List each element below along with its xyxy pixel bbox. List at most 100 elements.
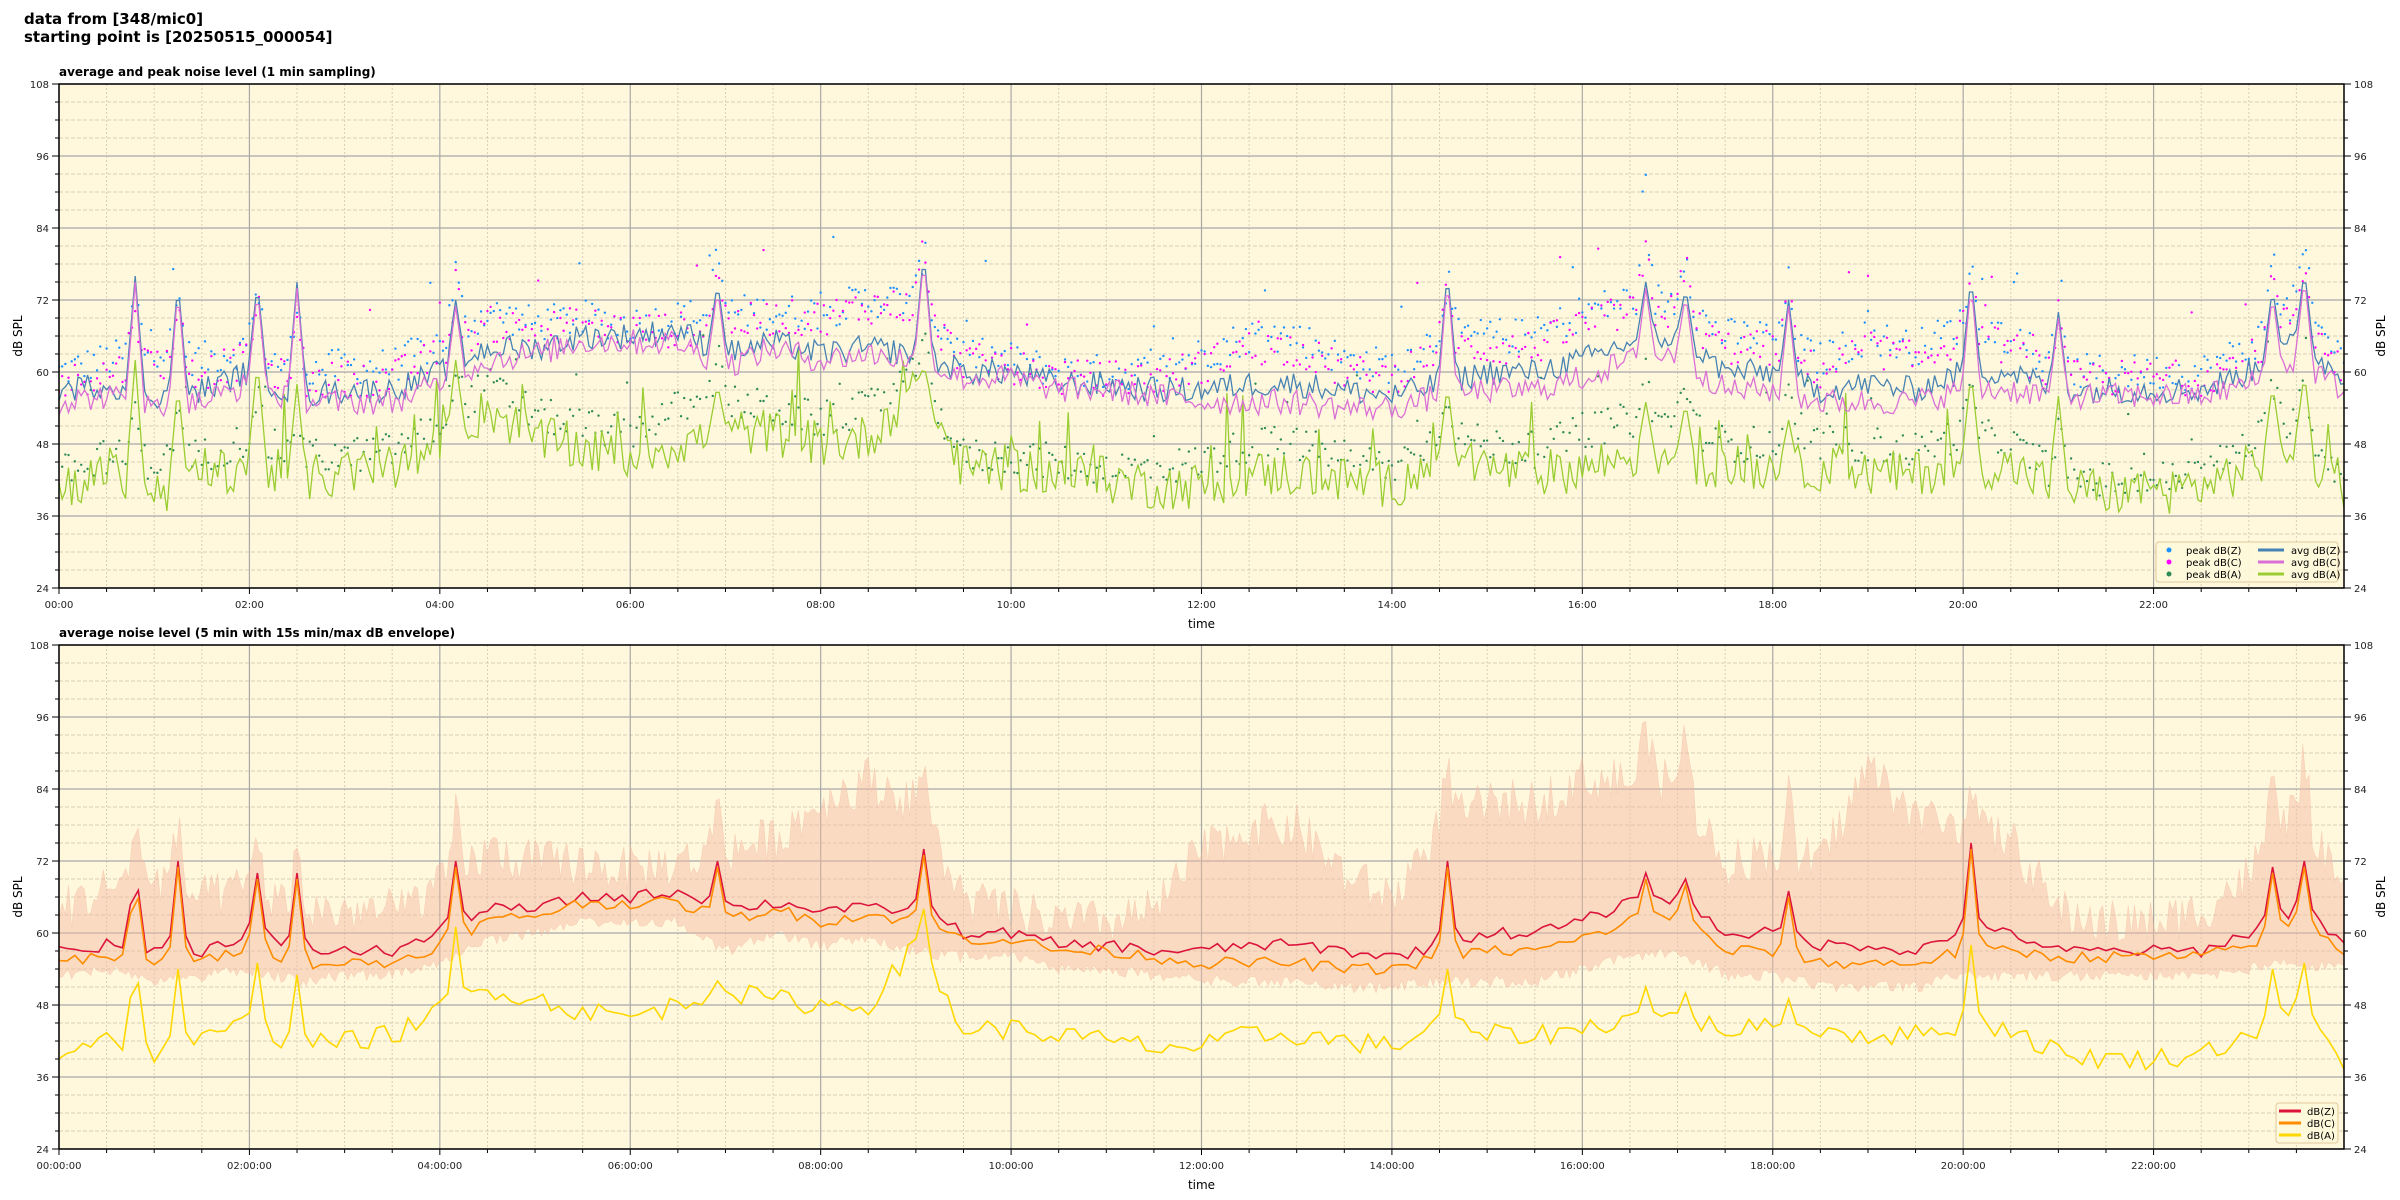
peak-point bbox=[365, 394, 369, 398]
peak-point bbox=[156, 471, 159, 475]
peak-point bbox=[1371, 468, 1375, 471]
peak-point bbox=[1755, 330, 1759, 333]
peak-point bbox=[1051, 453, 1054, 457]
peak-point bbox=[229, 361, 232, 364]
peak-point bbox=[1482, 439, 1486, 442]
peak-point bbox=[1308, 365, 1311, 368]
peak-point bbox=[1882, 335, 1886, 338]
peak-point bbox=[2060, 279, 2063, 283]
peak-point bbox=[552, 303, 556, 306]
peak-point bbox=[1711, 332, 1714, 336]
peak-point bbox=[1257, 328, 1260, 332]
peak-point bbox=[1622, 316, 1625, 319]
peak-point bbox=[111, 374, 115, 378]
peak-point bbox=[1695, 413, 1698, 416]
peak-point bbox=[2196, 460, 2200, 464]
peak-point bbox=[1092, 361, 1095, 364]
peak-point bbox=[1704, 441, 1708, 445]
peak-point bbox=[2133, 361, 2136, 364]
peak-point bbox=[2292, 284, 2295, 287]
peak-point bbox=[2047, 356, 2051, 359]
peak-point bbox=[1190, 361, 1194, 365]
peak-point bbox=[638, 316, 641, 320]
peak-point bbox=[911, 357, 914, 360]
peak-point bbox=[286, 358, 289, 362]
peak-point bbox=[959, 352, 962, 355]
peak-point bbox=[1933, 361, 1936, 364]
peak-point bbox=[1666, 415, 1670, 418]
peak-point bbox=[80, 383, 83, 386]
peak-point bbox=[241, 337, 245, 341]
x-tick-label: 10:00:00 bbox=[989, 1161, 1034, 1172]
x-tick-label: 08:00 bbox=[806, 600, 835, 611]
legend-label: dB(A) bbox=[2307, 1131, 2335, 1142]
peak-point bbox=[1339, 357, 1343, 361]
peak-point bbox=[1222, 369, 1225, 372]
y-axis-label-right: dB SPL bbox=[2374, 876, 2388, 918]
peak-point bbox=[1282, 452, 1286, 455]
peak-point bbox=[1184, 462, 1187, 465]
y-tick-label-right: 24 bbox=[2354, 584, 2367, 595]
peak-point bbox=[851, 397, 854, 400]
peak-point bbox=[683, 318, 686, 321]
peak-point bbox=[289, 376, 292, 380]
peak-point bbox=[1295, 341, 1298, 345]
peak-point bbox=[311, 382, 315, 385]
peak-point bbox=[419, 418, 422, 421]
peak-point bbox=[2066, 360, 2070, 363]
peak-point bbox=[1942, 345, 1946, 348]
peak-point bbox=[1841, 353, 1844, 356]
peak-point bbox=[2212, 464, 2216, 467]
peak-point bbox=[343, 353, 346, 356]
peak-point bbox=[1996, 327, 2000, 330]
peak-point bbox=[759, 326, 762, 329]
peak-point bbox=[473, 331, 476, 334]
peak-point bbox=[153, 363, 156, 366]
peak-point bbox=[1149, 348, 1152, 351]
peak-point bbox=[2234, 366, 2238, 370]
peak-point bbox=[870, 387, 873, 391]
peak-point bbox=[1844, 361, 1847, 365]
peak-point bbox=[746, 331, 749, 335]
peak-point bbox=[1517, 440, 1521, 444]
peak-point bbox=[1977, 328, 1981, 331]
peak-point bbox=[946, 329, 949, 332]
peak-point bbox=[759, 321, 762, 325]
peak-point bbox=[1460, 422, 1463, 425]
peak-point bbox=[2292, 313, 2295, 317]
peak-point bbox=[1270, 347, 1273, 351]
peak-point bbox=[2126, 412, 2130, 416]
peak-point bbox=[1914, 351, 1917, 354]
peak-point bbox=[1869, 331, 1873, 334]
peak-point bbox=[873, 394, 876, 397]
peak-point bbox=[1942, 431, 1946, 435]
peak-point bbox=[2234, 360, 2238, 363]
peak-point bbox=[70, 360, 73, 363]
y-tick-label-right: 48 bbox=[2354, 440, 2367, 451]
peak-point bbox=[952, 445, 956, 449]
peak-point bbox=[1508, 351, 1511, 354]
peak-point bbox=[1809, 440, 1813, 444]
peak-point bbox=[714, 248, 718, 252]
peak-point bbox=[1228, 365, 1232, 368]
peak-point bbox=[781, 314, 784, 318]
peak-point bbox=[1768, 363, 1771, 366]
peak-point bbox=[724, 301, 727, 305]
peak-point bbox=[1984, 429, 1987, 432]
peak-point bbox=[1517, 355, 1521, 358]
peak-point bbox=[1127, 457, 1130, 460]
peak-point bbox=[1349, 364, 1352, 368]
peak-point bbox=[114, 447, 118, 451]
peak-point bbox=[2082, 470, 2085, 473]
peak-point bbox=[2307, 266, 2311, 270]
peak-point bbox=[1736, 361, 1740, 364]
peak-point bbox=[670, 320, 673, 323]
peak-point bbox=[318, 373, 321, 376]
peak-point bbox=[594, 309, 597, 312]
peak-point bbox=[905, 368, 908, 371]
legend-marker bbox=[2166, 571, 2172, 577]
peak-point bbox=[1549, 427, 1552, 431]
peak-point bbox=[1508, 461, 1511, 464]
peak-point bbox=[1025, 357, 1029, 361]
peak-point bbox=[590, 321, 594, 324]
